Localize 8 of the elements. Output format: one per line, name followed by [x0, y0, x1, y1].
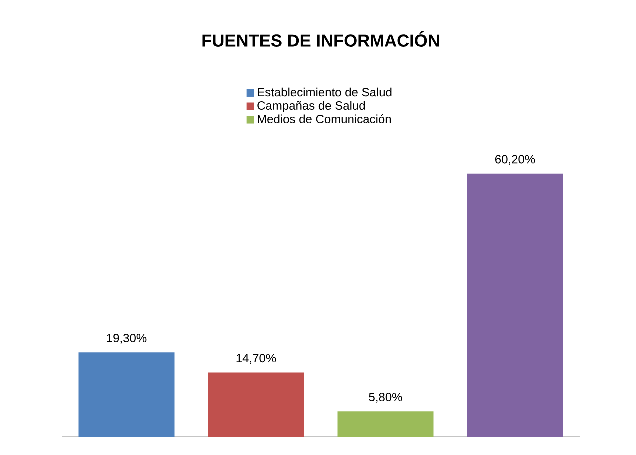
data-label: 5,80%: [369, 393, 402, 403]
data-label: 60,20%: [496, 155, 536, 166]
chart-title: FUENTES DE INFORMACIÓN: [202, 31, 440, 47]
data-label: 19,30%: [107, 334, 147, 344]
legend-label: Establecimiento de Salud: [258, 88, 392, 97]
data-label: 14,70%: [236, 354, 276, 364]
legend-label: Medios de Comunicación: [258, 114, 392, 124]
legend-label: Campañas de Salud: [258, 101, 366, 112]
